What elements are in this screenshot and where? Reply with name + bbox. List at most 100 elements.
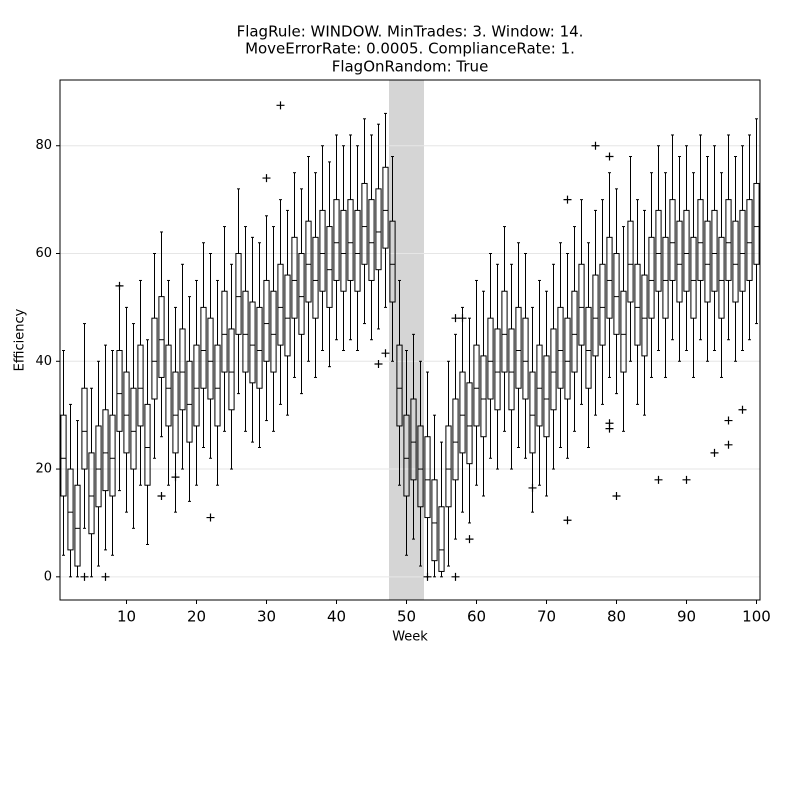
box bbox=[571, 290, 578, 373]
box bbox=[438, 506, 445, 572]
x-tick-label: 90 bbox=[677, 608, 696, 626]
outlier bbox=[738, 405, 747, 414]
outlier bbox=[262, 174, 271, 183]
box bbox=[277, 263, 284, 346]
box bbox=[158, 296, 165, 378]
box bbox=[116, 350, 123, 432]
box bbox=[305, 220, 312, 303]
box bbox=[172, 371, 179, 454]
outlier bbox=[682, 475, 691, 484]
box bbox=[88, 452, 95, 535]
outlier bbox=[724, 440, 733, 449]
box bbox=[557, 306, 564, 389]
box bbox=[214, 344, 221, 427]
outlier bbox=[80, 572, 89, 581]
box bbox=[123, 371, 130, 454]
box bbox=[753, 182, 760, 265]
box bbox=[564, 317, 571, 400]
box bbox=[522, 317, 529, 400]
box bbox=[396, 344, 403, 427]
box bbox=[417, 425, 424, 508]
x-tick-label: 10 bbox=[117, 608, 136, 626]
box bbox=[424, 436, 431, 519]
box bbox=[487, 317, 494, 400]
outlier bbox=[171, 473, 180, 482]
outlier bbox=[563, 195, 572, 204]
box bbox=[627, 220, 634, 303]
box bbox=[508, 328, 515, 411]
y-tick-label: 40 bbox=[35, 354, 52, 369]
box bbox=[711, 209, 718, 292]
box bbox=[697, 199, 704, 281]
box bbox=[186, 360, 193, 443]
x-tick-label: 100 bbox=[742, 608, 771, 626]
box bbox=[109, 414, 116, 497]
box bbox=[613, 253, 620, 335]
box bbox=[655, 209, 662, 292]
outlier bbox=[591, 141, 600, 150]
outlier bbox=[451, 572, 460, 581]
outlier bbox=[465, 535, 474, 544]
chart-title: FlagOnRandom: True bbox=[332, 58, 489, 76]
box bbox=[515, 306, 522, 389]
box bbox=[368, 199, 375, 281]
box bbox=[333, 199, 340, 281]
box bbox=[606, 236, 613, 319]
x-tick-label: 50 bbox=[397, 608, 416, 626]
box bbox=[130, 387, 137, 470]
box bbox=[676, 220, 683, 303]
outlier bbox=[101, 572, 110, 581]
outlier bbox=[451, 314, 460, 323]
box bbox=[389, 220, 396, 303]
box bbox=[550, 328, 557, 411]
box bbox=[529, 371, 536, 454]
box bbox=[151, 317, 158, 400]
x-tick-label: 70 bbox=[537, 608, 556, 626]
box bbox=[536, 344, 543, 427]
box bbox=[319, 209, 326, 292]
box bbox=[347, 199, 354, 281]
box bbox=[298, 253, 305, 335]
outlier bbox=[458, 314, 467, 323]
box bbox=[95, 425, 102, 508]
box bbox=[648, 236, 655, 319]
box bbox=[669, 199, 676, 281]
box bbox=[732, 220, 739, 303]
outlier bbox=[374, 359, 383, 368]
x-tick-label: 80 bbox=[607, 608, 626, 626]
box bbox=[501, 290, 508, 373]
x-tick-label: 30 bbox=[257, 608, 276, 626]
outlier bbox=[724, 416, 733, 425]
box bbox=[578, 263, 585, 346]
outlier bbox=[563, 516, 572, 525]
box bbox=[585, 306, 592, 389]
outlier bbox=[276, 101, 285, 110]
plot-frame bbox=[59, 79, 761, 601]
outlier bbox=[423, 572, 432, 581]
x-tick-label: 40 bbox=[327, 608, 346, 626]
box bbox=[235, 253, 242, 335]
box bbox=[179, 328, 186, 411]
box bbox=[326, 226, 333, 308]
box bbox=[543, 355, 550, 438]
box bbox=[494, 328, 501, 411]
box bbox=[284, 274, 291, 357]
box bbox=[60, 414, 67, 497]
box bbox=[445, 425, 452, 508]
outlier bbox=[115, 281, 124, 290]
box bbox=[403, 414, 410, 497]
outlier bbox=[381, 349, 390, 358]
box bbox=[746, 199, 753, 281]
box bbox=[466, 382, 473, 465]
box bbox=[207, 317, 214, 400]
box bbox=[263, 279, 270, 362]
box bbox=[592, 274, 599, 357]
y-tick-label: 60 bbox=[35, 246, 52, 261]
box bbox=[473, 344, 480, 427]
box bbox=[228, 328, 235, 411]
chart-title: FlagRule: WINDOW. MinTrades: 3. Window: … bbox=[237, 23, 584, 41]
x-axis-label: Week bbox=[392, 630, 428, 645]
box bbox=[452, 398, 459, 481]
box bbox=[340, 209, 347, 292]
